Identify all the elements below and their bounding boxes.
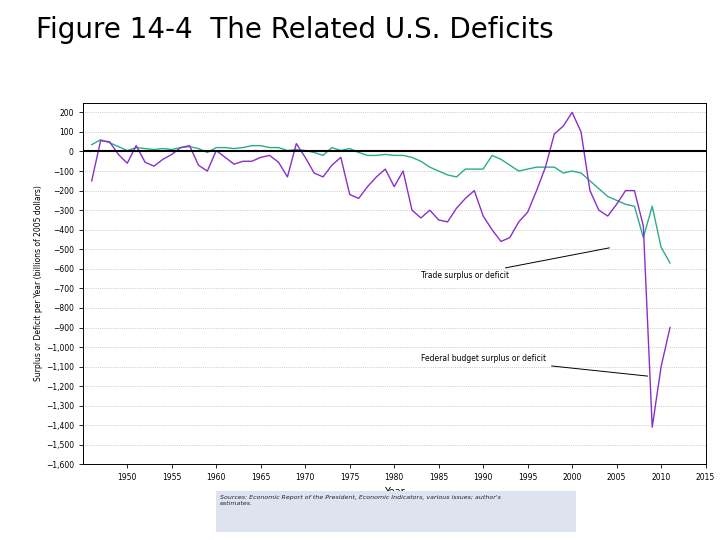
Text: Federal budget surplus or deficit: Federal budget surplus or deficit xyxy=(421,354,648,376)
X-axis label: Year: Year xyxy=(384,487,405,497)
Y-axis label: Surplus or Deficit per Year (billions of 2005 dollars): Surplus or Deficit per Year (billions of… xyxy=(34,186,43,381)
Text: Sources: Economic Report of the President, Economic Indicators, various issues; : Sources: Economic Report of the Presiden… xyxy=(220,495,500,506)
Text: Figure 14-4  The Related U.S. Deficits: Figure 14-4 The Related U.S. Deficits xyxy=(36,16,554,44)
Text: Trade surplus or deficit: Trade surplus or deficit xyxy=(421,248,609,280)
